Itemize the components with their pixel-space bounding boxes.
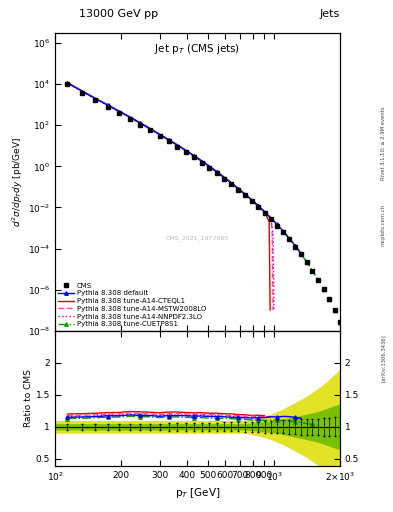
Text: Rivet 3.1.10; ≥ 2.9M events: Rivet 3.1.10; ≥ 2.9M events [381, 106, 386, 180]
Text: [arXiv:1306.3436]: [arXiv:1306.3436] [381, 334, 386, 382]
Text: CMS_2021_1972985: CMS_2021_1972985 [166, 236, 229, 241]
Text: mcplots.cern.ch: mcplots.cern.ch [381, 204, 386, 246]
X-axis label: p$_T$ [GeV]: p$_T$ [GeV] [175, 486, 220, 500]
Y-axis label: Ratio to CMS: Ratio to CMS [24, 369, 33, 427]
Text: 13000 GeV pp: 13000 GeV pp [79, 9, 158, 19]
Text: Jet p$_T$ (CMS jets): Jet p$_T$ (CMS jets) [154, 42, 241, 56]
Y-axis label: $d^{2}\sigma/dp_{T}dy$ [pb/GeV]: $d^{2}\sigma/dp_{T}dy$ [pb/GeV] [11, 137, 25, 227]
Legend: CMS, Pythia 8.308 default, Pythia 8.308 tune-A14-CTEQL1, Pythia 8.308 tune-A14-M: CMS, Pythia 8.308 default, Pythia 8.308 … [59, 283, 206, 327]
Text: Jets: Jets [320, 9, 340, 19]
